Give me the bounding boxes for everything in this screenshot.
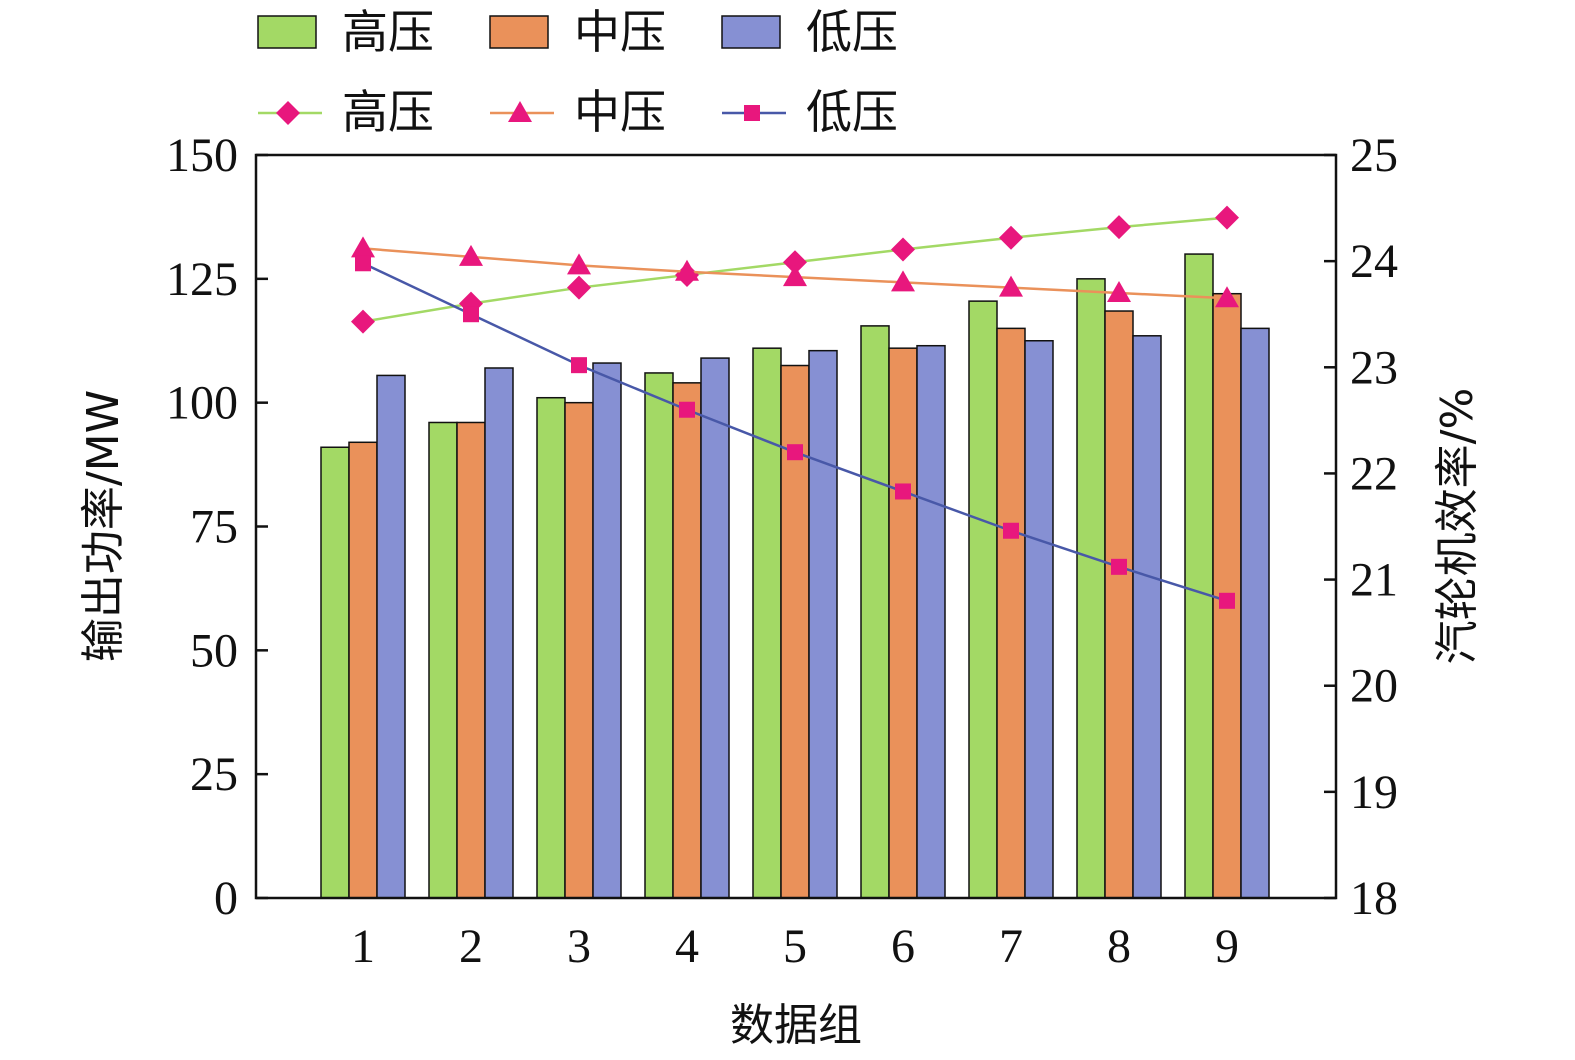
y2-tick-label-22: 22 xyxy=(1350,447,1398,500)
legend-marker-低压 xyxy=(744,105,760,121)
y-tick-label-75: 75 xyxy=(190,501,238,554)
point-高压-7 xyxy=(999,225,1023,250)
bar-中压-4 xyxy=(672,382,702,899)
point-中压-9 xyxy=(1215,286,1239,308)
legend-line-label-低压: 低压 xyxy=(806,85,898,139)
bar-中压-2 xyxy=(456,421,486,899)
point-中压-5 xyxy=(783,265,807,287)
point-中压-1 xyxy=(351,236,375,258)
point-低压-9 xyxy=(1219,592,1235,609)
legend-line-label-高压: 高压 xyxy=(342,85,434,139)
y-tick-label-25: 25 xyxy=(190,748,238,801)
legend-bar-label-中压: 中压 xyxy=(574,5,666,59)
point-高压-9 xyxy=(1215,205,1239,230)
point-高压-6 xyxy=(891,237,915,262)
point-高压-1 xyxy=(351,309,375,334)
point-中压-4 xyxy=(675,259,699,281)
bar-低压-9 xyxy=(1240,327,1270,899)
y2-tick-label-21: 21 xyxy=(1350,554,1398,607)
bar-高压-2 xyxy=(428,421,458,899)
bar-低压-8 xyxy=(1132,335,1162,899)
point-中压-8 xyxy=(1107,280,1131,302)
point-低压-5 xyxy=(787,444,803,461)
y-tick-label-125: 125 xyxy=(166,253,238,306)
point-高压-8 xyxy=(1107,215,1131,240)
y2-tick-label-25: 25 xyxy=(1350,129,1398,182)
legend-marker-中压 xyxy=(508,101,532,122)
x-tick-label-9: 9 xyxy=(1215,920,1239,973)
point-低压-1 xyxy=(355,255,371,272)
point-中压-7 xyxy=(999,275,1023,297)
bar-中压-6 xyxy=(888,347,918,899)
bar-高压-4 xyxy=(644,372,674,899)
x-tick-label-6: 6 xyxy=(891,920,915,973)
y-tick-label-100: 100 xyxy=(166,377,238,430)
point-中压-3 xyxy=(567,253,591,275)
point-高压-5 xyxy=(783,250,807,275)
bar-低压-5 xyxy=(808,349,838,899)
legend-bar-swatch-低压 xyxy=(721,15,781,49)
bar-低压-1 xyxy=(376,374,406,899)
bar-低压-7 xyxy=(1024,340,1054,899)
line-layer xyxy=(351,205,1239,609)
y-tick-label-50: 50 xyxy=(190,624,238,677)
point-低压-3 xyxy=(571,357,587,374)
bar-layer xyxy=(320,253,1270,899)
bar-低压-4 xyxy=(700,357,730,899)
x-tick-label-3: 3 xyxy=(567,920,591,973)
x-tick-label-1: 1 xyxy=(351,920,375,973)
legend-bar-label-低压: 低压 xyxy=(806,5,898,59)
bar-高压-8 xyxy=(1076,278,1106,899)
y2-tick-label-23: 23 xyxy=(1350,341,1398,394)
bar-中压-8 xyxy=(1104,310,1134,899)
bar-低压-3 xyxy=(592,362,622,899)
bar-高压-5 xyxy=(752,347,782,899)
point-中压-2 xyxy=(459,244,483,266)
bar-中压-1 xyxy=(348,441,378,899)
x-tick-label-2: 2 xyxy=(459,920,483,973)
y2-tick-label-19: 19 xyxy=(1350,766,1398,819)
point-高压-3 xyxy=(567,275,591,300)
x-tick-label-8: 8 xyxy=(1107,920,1131,973)
x-axis-title: 数据组 xyxy=(730,1000,862,1051)
point-低压-8 xyxy=(1111,558,1127,575)
x-tick-label-4: 4 xyxy=(675,920,699,973)
legend-bar-label-高压: 高压 xyxy=(342,5,434,59)
y-axis-title-right: 汽轮机效率/% xyxy=(1432,388,1483,665)
bar-低压-6 xyxy=(916,344,946,899)
bar-高压-9 xyxy=(1184,253,1214,899)
point-低压-4 xyxy=(679,401,695,418)
y2-tick-label-18: 18 xyxy=(1350,872,1398,925)
legend-line-label-中压: 中压 xyxy=(574,85,666,139)
legend-bar-swatch-中压 xyxy=(489,15,549,49)
y2-tick-label-24: 24 xyxy=(1350,235,1398,288)
bar-高压-6 xyxy=(860,325,890,899)
point-低压-7 xyxy=(1003,522,1019,539)
point-中压-6 xyxy=(891,270,915,292)
legend-marker-高压 xyxy=(276,101,300,125)
bar-中压-7 xyxy=(996,327,1026,899)
point-低压-2 xyxy=(463,306,479,323)
x-tick-label-5: 5 xyxy=(783,920,807,973)
y2-tick-label-20: 20 xyxy=(1350,660,1398,713)
bar-中压-3 xyxy=(564,401,594,899)
legend-bar-swatch-高压 xyxy=(257,15,317,49)
bar-高压-1 xyxy=(320,446,350,899)
bar-高压-3 xyxy=(536,396,566,899)
y-axis-title-left: 输出功率/MW xyxy=(78,390,129,662)
y-tick-label-0: 0 xyxy=(214,872,238,925)
y-tick-label-150: 150 xyxy=(166,129,238,182)
bar-高压-7 xyxy=(968,300,998,899)
bar-低压-2 xyxy=(484,367,514,899)
x-tick-label-7: 7 xyxy=(999,920,1023,973)
point-低压-6 xyxy=(895,483,911,500)
